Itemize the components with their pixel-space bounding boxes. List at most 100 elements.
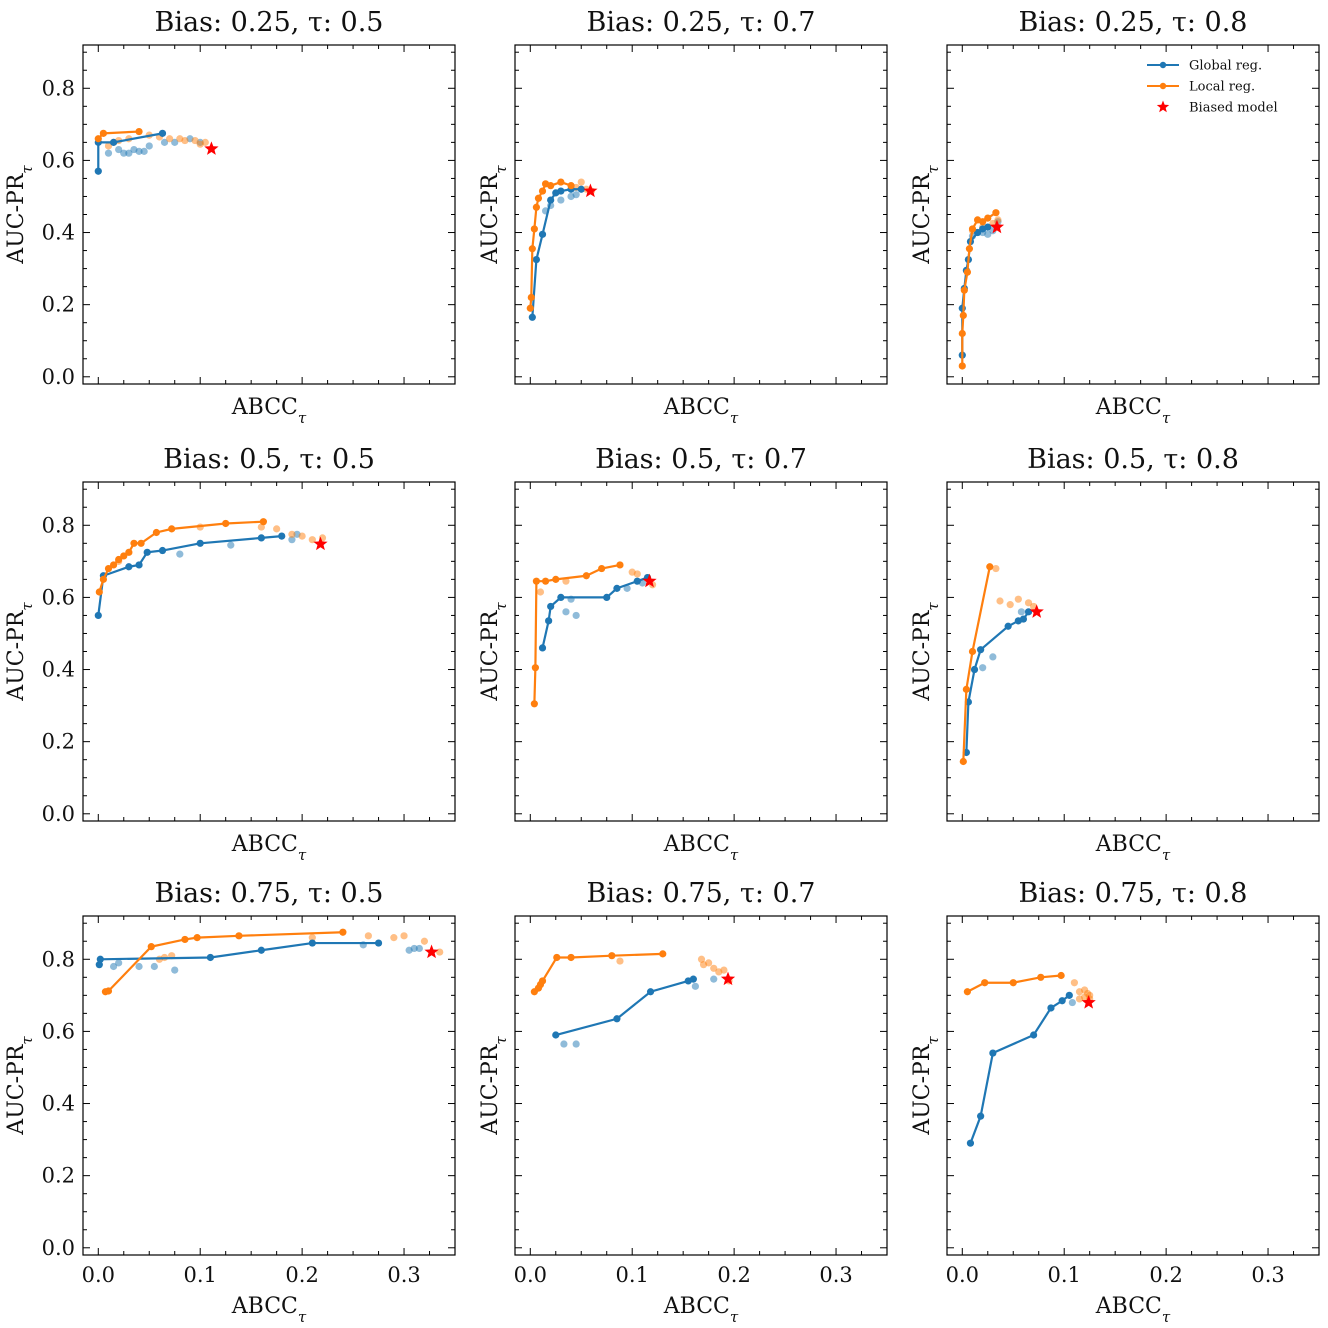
subplot-title: Bias: 0.75, τ: 0.8 <box>1019 878 1248 909</box>
local-reg-point <box>979 218 987 226</box>
ticks <box>83 916 456 1255</box>
global-reg-point <box>977 646 985 654</box>
global-reg-point <box>374 939 383 947</box>
x-axis-subscript: τ <box>298 1308 307 1326</box>
global-reg-point <box>958 304 966 312</box>
x-axis-subscript: τ <box>298 409 307 427</box>
y-tick-label: 0.0 <box>42 1236 75 1260</box>
local-faded-point <box>308 934 316 942</box>
subplot-title: Bias: 0.5, τ: 0.8 <box>1027 444 1239 475</box>
local-reg-point <box>99 575 107 583</box>
local-reg-point <box>959 311 967 320</box>
y-axis-subscript: τ <box>924 165 942 174</box>
local-reg-point <box>963 988 971 996</box>
ticks <box>947 916 1320 1255</box>
local-reg-point <box>152 528 160 537</box>
subplot-title: Bias: 0.25, τ: 0.7 <box>587 7 816 38</box>
global-faded-point <box>109 962 118 971</box>
legend: Global reg. Local reg. Biased model <box>1147 59 1278 116</box>
x-axis-label: ABCCτ <box>231 832 307 864</box>
subplot-title: Bias: 0.5, τ: 0.5 <box>163 444 375 475</box>
y-axis-label: AUC-PRτ <box>910 165 942 265</box>
global-reg-point <box>158 129 167 137</box>
local-reg-point <box>532 203 541 211</box>
global-faded-point <box>572 611 580 620</box>
global-reg-point <box>557 593 565 602</box>
global-reg-point <box>143 548 151 556</box>
global-reg-point <box>96 955 104 963</box>
plot-frame <box>82 481 456 822</box>
subplot-title: Bias: 0.5, τ: 0.7 <box>595 444 807 475</box>
local-reg-point <box>984 214 992 222</box>
local-reg-point <box>538 977 547 985</box>
global-reg-point <box>557 187 565 195</box>
local-reg-point <box>958 362 966 370</box>
ticks <box>515 482 888 821</box>
y-tick-label: 0.2 <box>42 1164 75 1188</box>
local-faded-point <box>1014 595 1022 603</box>
local-reg-point <box>538 187 547 195</box>
global-reg-point <box>646 988 655 996</box>
local-faded-point <box>390 934 398 942</box>
x-tick-label: 0.2 <box>285 1263 318 1287</box>
biased-model-star <box>583 183 598 198</box>
ticks <box>515 45 888 384</box>
local-reg-point <box>115 555 123 564</box>
x-axis-subscript: τ <box>1162 846 1171 864</box>
global-reg-point <box>966 1139 975 1147</box>
global-faded-point <box>115 959 123 967</box>
subplot-1: Bias: 0.25, τ: 0.5 0.0 0.2 0.4 0.6 0.8 ABCCτ AU… <box>4 7 456 427</box>
global-faded-point <box>104 149 113 157</box>
y-tick-label: 0.4 <box>42 221 75 245</box>
biased-model-star <box>204 141 219 155</box>
global-reg-point <box>94 611 102 620</box>
local-reg-point <box>1057 971 1065 980</box>
x-axis-label: ABCCτ <box>231 1294 307 1326</box>
global-reg-line <box>97 535 282 616</box>
global-reg-point <box>545 617 553 625</box>
plot-frame <box>82 44 456 385</box>
local-reg-point <box>135 127 143 136</box>
x-tick-label: 0.0 <box>82 1263 115 1287</box>
global-reg-point <box>135 561 143 569</box>
subplot-title: Bias: 0.25, τ: 0.5 <box>155 7 384 38</box>
local-faded-point <box>1070 979 1078 987</box>
subplot-2: Bias: 0.25, τ: 0.7 ABCCτ AUC-PRτ <box>478 7 888 427</box>
local-reg-point <box>104 987 113 995</box>
global-reg-point <box>538 644 547 652</box>
local-reg-point <box>137 539 145 547</box>
x-axis-label: ABCCτ <box>1095 395 1171 427</box>
y-axis-label: AUC-PRτ <box>478 165 510 265</box>
global-reg-point <box>1024 608 1033 616</box>
local-reg-point <box>531 664 539 672</box>
global-reg-point <box>1058 997 1066 1005</box>
y-axis-label: AUC-PRτ <box>478 1036 510 1136</box>
local-reg-line <box>962 566 991 762</box>
global-reg-line <box>97 132 163 172</box>
y-tick-label: 0.6 <box>42 148 75 172</box>
y-axis-subscript: τ <box>924 602 942 611</box>
local-reg-point <box>608 952 616 960</box>
y-axis-subscript: τ <box>492 602 510 611</box>
local-faded-point <box>577 178 585 186</box>
y-tick-label: 0.2 <box>42 730 75 754</box>
local-reg-point <box>552 575 560 583</box>
local-faded-point <box>201 138 209 146</box>
global-reg-point <box>984 223 992 231</box>
global-reg-point <box>552 1031 560 1039</box>
local-faded-point <box>633 570 641 578</box>
global-faded-point <box>572 191 580 199</box>
local-reg-point <box>659 950 667 958</box>
global-reg-point <box>970 665 979 674</box>
y-tick-label: 0.8 <box>42 947 75 971</box>
global-reg-point <box>689 975 697 983</box>
x-tick-label: 0.0 <box>514 1263 547 1287</box>
x-tick-label: 0.3 <box>819 1263 852 1287</box>
local-reg-point <box>986 563 994 571</box>
local-faded-point <box>364 932 372 940</box>
global-reg-point <box>547 196 555 204</box>
subplot-4: Bias: 0.5, τ: 0.5 0.0 0.2 0.4 0.6 0.8 ABCCτ AUC… <box>4 444 456 864</box>
x-axis-subscript: τ <box>1162 409 1171 427</box>
x-axis-label: ABCCτ <box>1095 832 1171 864</box>
